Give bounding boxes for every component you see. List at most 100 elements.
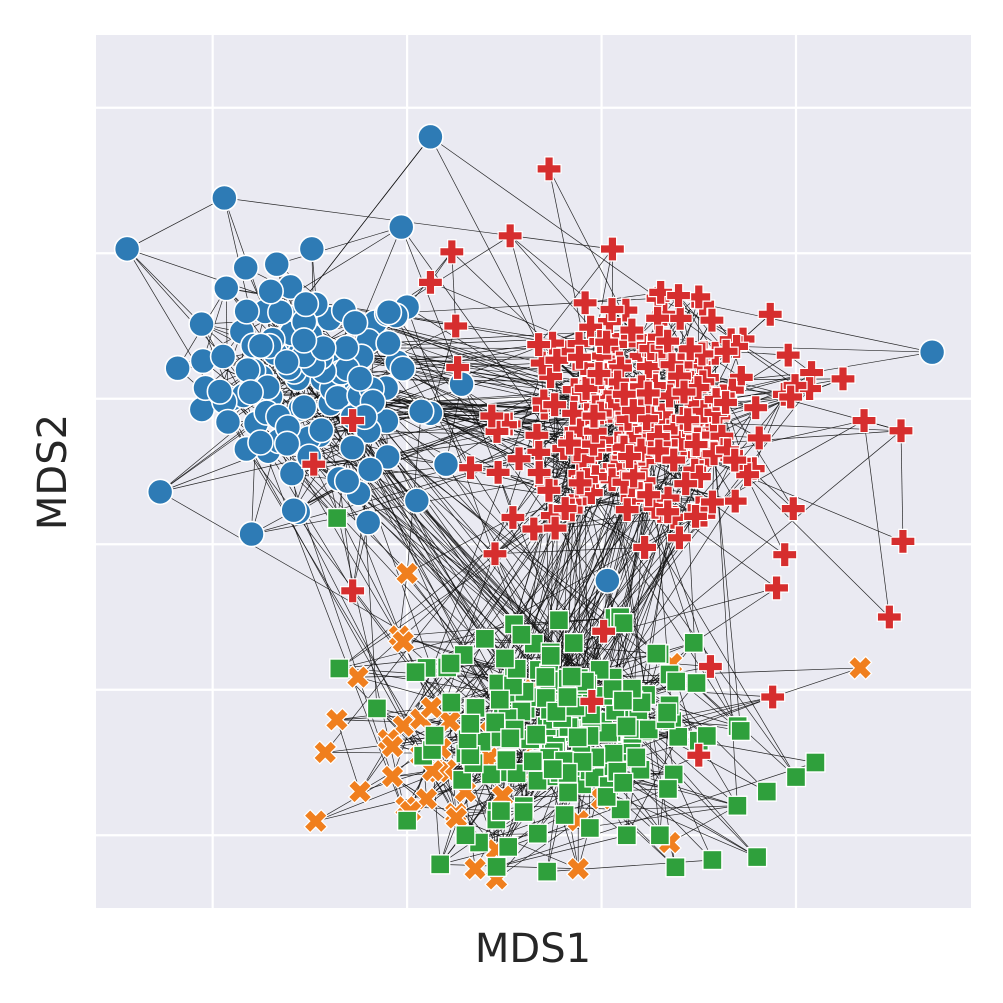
plus-point-675 (778, 384, 804, 410)
plus-point-659 (683, 431, 709, 458)
circle-point-53 (280, 496, 307, 524)
plus-point-528 (457, 455, 484, 481)
square-point-367 (525, 724, 547, 745)
square-point-184 (702, 849, 723, 871)
edge-0 (430, 136, 659, 299)
plus-point-404 (579, 688, 605, 714)
plus-point-565 (526, 459, 552, 486)
plus-point-387 (417, 269, 444, 295)
circle-point-0 (417, 123, 444, 151)
x-point-145 (847, 655, 873, 681)
edge-1167 (548, 168, 633, 331)
circle-point-95 (332, 334, 360, 362)
circle-point-118 (273, 430, 301, 458)
plus-point-683 (661, 447, 687, 473)
plus-point-385 (536, 156, 562, 182)
edge-14 (400, 226, 580, 679)
plus-point-607 (521, 516, 547, 542)
edge-7 (126, 248, 202, 325)
plus-point-666 (582, 418, 608, 444)
circle-point-3 (387, 213, 415, 241)
edge-5 (126, 248, 224, 357)
x-point-169 (380, 734, 405, 759)
plus-point-386 (439, 239, 465, 265)
plus-point-635 (682, 503, 709, 529)
circle-point-56 (278, 460, 306, 487)
square-point-369 (500, 728, 521, 749)
x-point-155 (380, 764, 405, 789)
square-point-375 (561, 666, 582, 687)
circle-point-77 (206, 378, 234, 405)
edge-597 (338, 478, 515, 625)
plus-point-593 (636, 482, 662, 508)
circle-point-16 (594, 567, 621, 594)
plus-point-645 (566, 344, 593, 370)
circle-point-81 (214, 408, 242, 436)
plus-point-603 (556, 430, 583, 456)
plus-point-439 (500, 504, 526, 531)
plus-point-504 (728, 364, 754, 390)
plus-point-554 (482, 541, 508, 567)
square-point-190 (536, 861, 558, 882)
square-point-175 (326, 507, 348, 529)
plus-point-572 (635, 353, 661, 380)
plus-point-629 (544, 347, 570, 373)
edge-788 (620, 805, 738, 810)
plus-point-616 (536, 477, 562, 503)
edge-48 (811, 351, 933, 373)
circle-point-129 (257, 278, 284, 305)
edge-1175 (509, 235, 591, 328)
square-point-248 (480, 764, 502, 785)
plus-point-612 (542, 515, 568, 541)
plus-point-626 (621, 463, 647, 489)
edge-1732 (457, 362, 543, 368)
plus-point-553 (485, 459, 511, 485)
plus-point-628 (632, 534, 658, 561)
edge-360 (372, 401, 545, 409)
plus-point-646 (572, 290, 598, 316)
x-point-132 (390, 629, 416, 655)
plus-point-395 (851, 407, 877, 434)
plus-point-524 (722, 488, 748, 514)
square-point-377 (540, 645, 561, 667)
edge-1804 (678, 295, 716, 354)
plus-point-407 (340, 578, 366, 604)
circle-point-28 (432, 450, 460, 478)
plus-point-592 (484, 418, 510, 445)
edge-1 (430, 136, 539, 345)
square-point-326 (626, 747, 647, 768)
edge-430 (586, 663, 672, 686)
circle-point-127 (273, 348, 300, 376)
circle-point-42 (234, 356, 261, 384)
edge-1932 (723, 395, 794, 509)
plus-point-682 (620, 397, 646, 424)
plus-point-638 (479, 403, 505, 429)
edge-1537 (392, 342, 553, 777)
plus-point-409 (340, 407, 366, 434)
square-point-322 (683, 632, 704, 654)
x-point-161 (419, 695, 444, 720)
edge-1173 (509, 235, 539, 345)
square-point-359 (489, 689, 510, 710)
plus-point-403 (697, 653, 724, 680)
square-point-183 (665, 857, 686, 878)
edge-10 (126, 197, 225, 250)
circle-point-5 (146, 478, 174, 506)
square-point-360 (612, 690, 634, 711)
plus-point-632 (591, 618, 617, 644)
plus-point-600 (665, 282, 692, 309)
square-point-186 (756, 781, 778, 802)
x-point-171 (324, 707, 350, 733)
plus-point-671 (666, 525, 693, 551)
circle-point-126 (290, 327, 318, 354)
circle-point-73 (233, 298, 260, 325)
circle-point-125 (247, 332, 275, 360)
plus-point-573 (542, 392, 568, 418)
plus-point-633 (573, 375, 599, 402)
square-point-342 (424, 725, 445, 746)
square-point-329 (366, 698, 388, 719)
square-point-381 (511, 624, 532, 645)
square-point-380 (596, 786, 617, 808)
square-point-318 (563, 632, 584, 654)
